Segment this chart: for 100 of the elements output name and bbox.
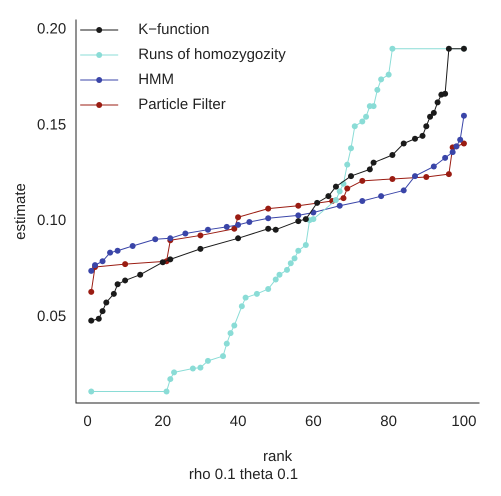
point xyxy=(400,140,407,147)
point xyxy=(204,226,211,233)
point xyxy=(446,46,452,52)
point xyxy=(197,246,204,252)
point xyxy=(122,261,128,268)
y-tick-label: 0.20 xyxy=(36,20,66,38)
point xyxy=(378,76,384,82)
point xyxy=(242,294,249,301)
point xyxy=(265,215,272,222)
point xyxy=(302,216,309,222)
point xyxy=(100,258,106,264)
point xyxy=(446,171,452,178)
point xyxy=(378,193,384,200)
point xyxy=(160,259,166,266)
point xyxy=(284,266,290,273)
point xyxy=(359,178,366,184)
point xyxy=(288,260,294,266)
point xyxy=(114,248,121,254)
point xyxy=(292,255,298,262)
point xyxy=(204,358,211,364)
point xyxy=(314,200,320,206)
point xyxy=(272,226,279,233)
x-tick-label: 20 xyxy=(154,413,172,430)
point xyxy=(231,322,238,328)
point xyxy=(344,162,350,168)
point xyxy=(374,86,380,93)
point xyxy=(363,114,370,120)
point xyxy=(423,174,430,180)
point xyxy=(265,286,272,292)
point xyxy=(254,290,260,297)
point xyxy=(366,166,373,172)
point xyxy=(457,136,464,143)
point xyxy=(336,188,343,194)
y-tick-label: 0.05 xyxy=(36,308,66,325)
point xyxy=(423,123,430,130)
point xyxy=(325,193,332,200)
point xyxy=(332,184,339,190)
point xyxy=(295,218,302,224)
point xyxy=(182,230,188,237)
point xyxy=(231,226,238,232)
point xyxy=(295,248,302,254)
point xyxy=(295,202,302,209)
point xyxy=(427,114,434,120)
point xyxy=(171,369,178,376)
point xyxy=(389,152,396,158)
point xyxy=(88,288,94,295)
point xyxy=(103,299,110,306)
point xyxy=(137,272,144,278)
point xyxy=(295,212,302,218)
point xyxy=(164,388,170,395)
point xyxy=(332,197,339,204)
y-tick-label: 0.15 xyxy=(36,116,66,134)
point xyxy=(340,195,346,202)
point xyxy=(167,256,174,262)
point xyxy=(412,136,418,142)
point xyxy=(430,110,437,116)
x-tick-label: 60 xyxy=(305,413,322,430)
x-axis-title: rank xyxy=(263,448,293,466)
point xyxy=(442,154,448,161)
point xyxy=(442,90,448,97)
point xyxy=(348,145,354,152)
point xyxy=(359,198,366,204)
point xyxy=(96,316,102,322)
point xyxy=(235,214,242,220)
point xyxy=(352,123,358,130)
x-tick-label: 40 xyxy=(230,413,246,430)
point xyxy=(238,303,245,310)
y-axis-title: estimate xyxy=(12,183,30,240)
point xyxy=(370,160,377,166)
point xyxy=(246,219,252,226)
point xyxy=(460,140,467,147)
legend-label: Particle Filter xyxy=(138,96,226,114)
point xyxy=(336,202,343,209)
text: rho 0.1 theta 0.1 xyxy=(188,466,298,484)
point xyxy=(197,364,204,371)
point xyxy=(224,340,230,347)
legend-label: Runs of homozygozity xyxy=(138,46,286,64)
point xyxy=(265,206,272,212)
point xyxy=(302,242,309,248)
point xyxy=(359,118,366,124)
point xyxy=(450,149,456,156)
x-tick-label: 0 xyxy=(83,413,92,430)
point xyxy=(88,268,94,274)
point xyxy=(100,308,106,314)
point xyxy=(197,232,204,238)
point xyxy=(152,236,158,242)
x-tick-label: 80 xyxy=(380,413,397,430)
point xyxy=(235,222,242,228)
point xyxy=(114,281,121,288)
point xyxy=(272,276,279,282)
point xyxy=(400,187,407,194)
y-tick-label: 0.10 xyxy=(36,212,66,230)
point xyxy=(420,132,426,139)
point xyxy=(235,235,242,242)
point xyxy=(110,290,117,297)
point xyxy=(122,277,128,284)
point xyxy=(344,186,350,192)
point xyxy=(265,226,272,232)
point xyxy=(389,46,396,52)
point xyxy=(107,250,114,256)
